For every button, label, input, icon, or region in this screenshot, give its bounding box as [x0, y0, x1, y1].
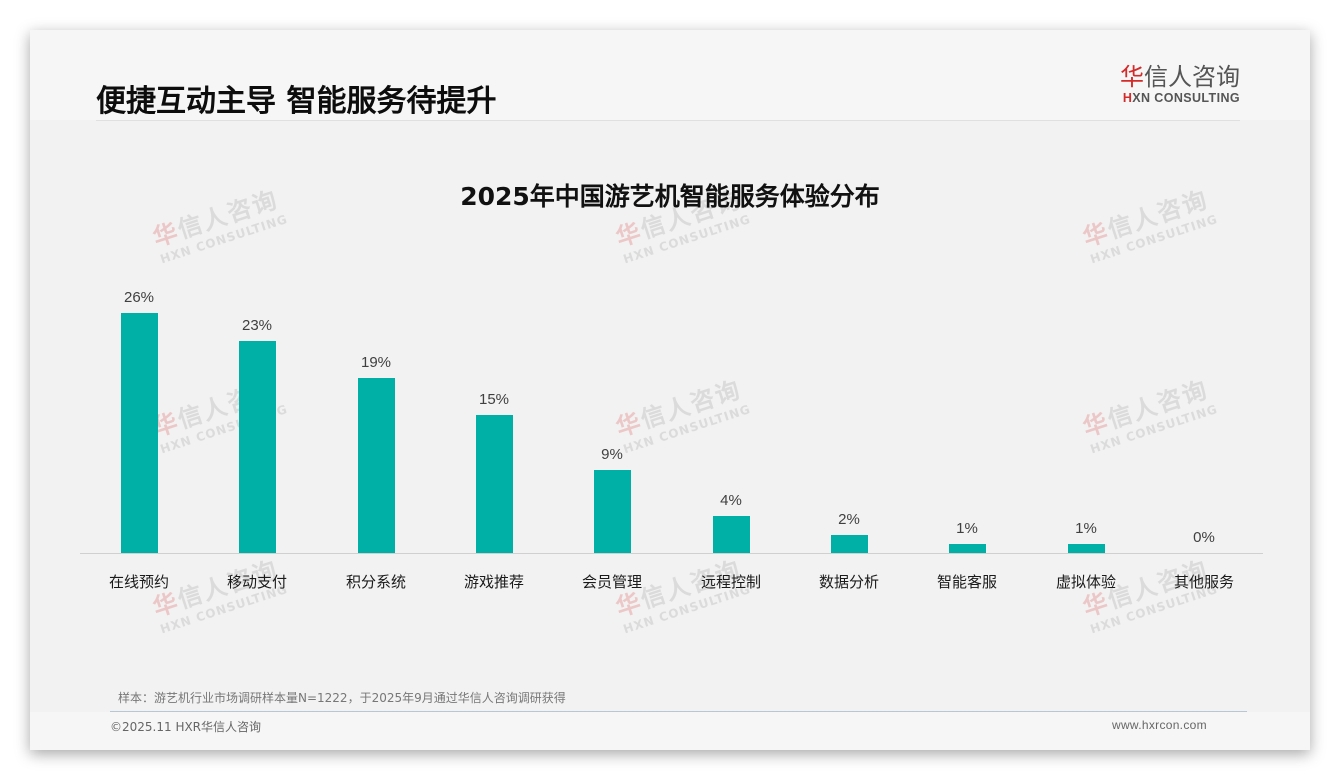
watermark: 华信人咨询 HXN CONSULTING: [1079, 375, 1220, 457]
bar-value-label: 23%: [241, 317, 273, 334]
category-label: 在线预约: [108, 573, 169, 591]
header-band: [30, 30, 1310, 120]
page-title: 便捷互动主导 智能服务待提升: [96, 84, 497, 119]
bar: [357, 378, 395, 553]
bar: [948, 544, 986, 553]
bar: [712, 516, 750, 553]
brand-logo: 华信人咨询 HXN CONSULTING: [1110, 64, 1240, 105]
slide: 便捷互动主导 智能服务待提升 华信人咨询 HXN CONSULTING 华信人咨…: [30, 30, 1310, 750]
bar: [1067, 544, 1105, 553]
watermark: 华信人咨询 HXN CONSULTING: [1079, 555, 1220, 637]
category-label: 会员管理: [581, 573, 642, 591]
x-axis-line: [80, 553, 1263, 554]
logo-en-text: XN CONSULTING: [1132, 91, 1240, 105]
bar-value-label: 15%: [478, 391, 510, 408]
bar: [830, 535, 868, 553]
bar-value-label: 9%: [601, 446, 623, 463]
watermark: 华信人咨询 HXN CONSULTING: [612, 375, 753, 457]
category-label: 远程控制: [700, 573, 761, 591]
logo-english: HXN CONSULTING: [1110, 91, 1240, 105]
watermark: 华信人咨询 HXN CONSULTING: [612, 555, 753, 637]
bar-value-label: 19%: [360, 354, 392, 371]
logo-chinese: 华信人咨询: [1110, 64, 1240, 90]
copyright-text: ©2025.11 HXR华信人咨询: [110, 720, 262, 734]
bar: [238, 341, 276, 553]
category-label: 智能客服: [936, 573, 997, 591]
bar-value-label: 26%: [123, 289, 155, 306]
bar: [593, 470, 631, 553]
website-link[interactable]: www.hxrcon.com: [1112, 718, 1207, 732]
bar-value-label: 1%: [956, 520, 978, 537]
title-divider: [96, 120, 1240, 121]
bar-value-label: 1%: [1075, 520, 1097, 537]
bar: [475, 415, 513, 553]
logo-cn-text: 信人咨询: [1144, 63, 1240, 91]
chart-title: 2025年中国游艺机智能服务体验分布: [460, 182, 880, 211]
logo-en-accent: H: [1122, 91, 1133, 105]
sample-note: 样本：游艺机行业市场调研样本量N=1222，于2025年9月通过华信人咨询调研获…: [118, 691, 566, 705]
category-label: 游戏推荐: [463, 573, 524, 591]
footer-divider: [110, 711, 1247, 712]
category-label: 移动支付: [226, 573, 287, 591]
footer-band: [30, 712, 1310, 750]
logo-accent-char: 华: [1120, 63, 1144, 91]
category-label: 数据分析: [818, 573, 879, 591]
category-label: 虚拟体验: [1055, 573, 1116, 591]
watermark: 华信人咨询 HXN CONSULTING: [149, 555, 290, 637]
bar-value-label: 4%: [720, 492, 742, 509]
category-label: 积分系统: [345, 573, 406, 591]
bar-value-label: 2%: [838, 511, 860, 528]
category-label: 其他服务: [1173, 573, 1234, 591]
bar: [120, 313, 158, 553]
bar-value-label: 0%: [1193, 529, 1215, 546]
